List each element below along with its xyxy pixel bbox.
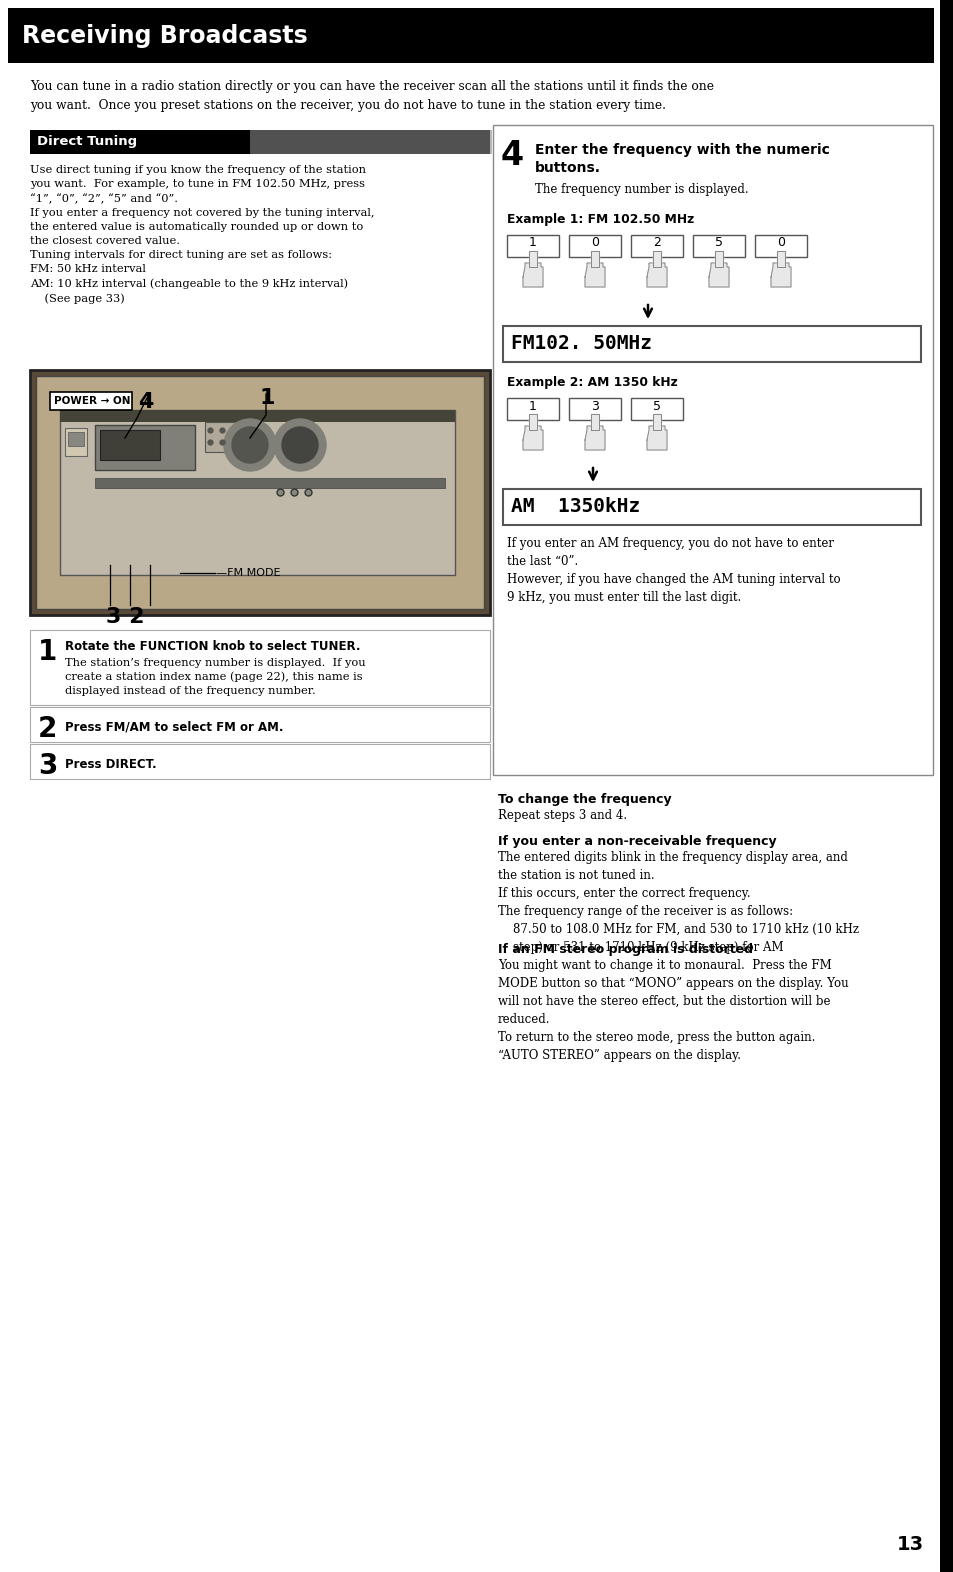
Bar <box>630 398 682 420</box>
Text: Example 2: AM 1350 kHz: Example 2: AM 1350 kHz <box>506 376 677 388</box>
Bar <box>60 410 455 421</box>
Bar <box>754 234 806 256</box>
Text: 0: 0 <box>776 236 784 250</box>
Text: If you enter an AM frequency, you do not have to enter
the last “0”.
However, if: If you enter an AM frequency, you do not… <box>506 538 840 604</box>
Text: —FM MODE: —FM MODE <box>215 567 280 578</box>
Text: 13: 13 <box>896 1536 923 1555</box>
Bar <box>568 398 620 420</box>
Text: 1: 1 <box>529 399 537 412</box>
Circle shape <box>232 428 268 464</box>
Text: 4: 4 <box>500 138 523 171</box>
Bar <box>506 398 558 420</box>
Bar <box>630 234 682 256</box>
Polygon shape <box>708 263 728 288</box>
Text: FM102. 50MHz: FM102. 50MHz <box>511 333 651 354</box>
Bar <box>30 707 490 742</box>
Text: You can tune in a radio station directly or you can have the receiver scan all t: You can tune in a radio station directly… <box>30 80 713 112</box>
Text: If an FM stereo program is distorted: If an FM stereo program is distorted <box>497 943 752 956</box>
Polygon shape <box>714 252 722 267</box>
Text: 2: 2 <box>653 236 660 250</box>
Text: Enter the frequency with the numeric
buttons.: Enter the frequency with the numeric but… <box>535 143 829 176</box>
Polygon shape <box>522 426 542 450</box>
Text: AM  1350kHz: AM 1350kHz <box>511 497 639 516</box>
Bar <box>100 431 160 461</box>
Bar <box>506 234 558 256</box>
Polygon shape <box>770 263 790 288</box>
Bar <box>493 126 932 775</box>
Bar <box>502 325 920 362</box>
Bar <box>568 234 620 256</box>
Bar <box>95 478 444 487</box>
Text: 5: 5 <box>714 236 722 250</box>
Text: If you enter a non-receivable frequency: If you enter a non-receivable frequency <box>497 835 776 847</box>
Text: Rotate the FUNCTION knob to select TUNER.: Rotate the FUNCTION knob to select TUNER… <box>65 640 360 652</box>
Text: The entered digits blink in the frequency display area, and
the station is not t: The entered digits blink in the frequenc… <box>497 850 858 954</box>
Text: 1: 1 <box>260 388 275 409</box>
Bar <box>60 410 455 575</box>
Bar <box>939 0 953 1572</box>
Text: Use direct tuning if you know the frequency of the station
you want.  For exampl: Use direct tuning if you know the freque… <box>30 165 375 303</box>
Bar <box>205 421 234 453</box>
Text: 1: 1 <box>38 638 57 667</box>
Text: 0: 0 <box>590 236 598 250</box>
Bar <box>692 234 744 256</box>
Bar <box>68 432 84 446</box>
Bar <box>8 8 933 63</box>
Text: Repeat steps 3 and 4.: Repeat steps 3 and 4. <box>497 810 626 822</box>
Polygon shape <box>646 426 666 450</box>
Text: 2: 2 <box>38 715 57 744</box>
Text: 4: 4 <box>138 391 153 412</box>
Text: Press DIRECT.: Press DIRECT. <box>65 758 156 770</box>
Text: 3: 3 <box>38 751 57 780</box>
Text: The station’s frequency number is displayed.  If you
create a station index name: The station’s frequency number is displa… <box>65 659 365 696</box>
Polygon shape <box>776 252 784 267</box>
Text: Direct Tuning: Direct Tuning <box>37 135 137 148</box>
Circle shape <box>224 420 275 472</box>
Bar <box>95 424 194 470</box>
Polygon shape <box>522 263 542 288</box>
Bar <box>50 391 132 410</box>
Polygon shape <box>590 413 598 431</box>
Polygon shape <box>652 252 660 267</box>
Text: 3 2: 3 2 <box>106 607 144 627</box>
Polygon shape <box>646 263 666 288</box>
Polygon shape <box>584 263 604 288</box>
Bar <box>30 369 490 615</box>
Text: The frequency number is displayed.: The frequency number is displayed. <box>535 182 748 196</box>
Text: Press FM/AM to select FM or AM.: Press FM/AM to select FM or AM. <box>65 722 283 734</box>
Polygon shape <box>652 413 660 431</box>
Text: To change the frequency: To change the frequency <box>497 792 671 806</box>
Polygon shape <box>590 252 598 267</box>
Text: 5: 5 <box>652 399 660 412</box>
Polygon shape <box>529 252 537 267</box>
Text: 1: 1 <box>529 236 537 250</box>
Polygon shape <box>584 426 604 450</box>
Text: 3: 3 <box>591 399 598 412</box>
Bar <box>250 130 492 154</box>
Bar <box>30 744 490 780</box>
Text: Example 1: FM 102.50 MHz: Example 1: FM 102.50 MHz <box>506 212 694 226</box>
Bar <box>36 376 483 608</box>
Bar <box>502 489 920 525</box>
Text: You might want to change it to monaural.  Press the FM
MODE button so that “MONO: You might want to change it to monaural.… <box>497 959 848 1063</box>
Bar <box>30 630 490 704</box>
Bar <box>30 130 490 154</box>
Text: POWER → ON: POWER → ON <box>54 396 131 406</box>
Bar <box>65 428 87 456</box>
Text: Receiving Broadcasts: Receiving Broadcasts <box>22 25 308 49</box>
Circle shape <box>274 420 326 472</box>
Circle shape <box>282 428 317 464</box>
Polygon shape <box>529 413 537 431</box>
